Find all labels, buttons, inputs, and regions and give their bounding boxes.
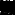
Text: er1
Ld: er1 Ld	[0, 0, 15, 15]
Bar	[2, 5, 4, 12]
Text: ER er1
(Col
Lder): ER er1 (Col Lder)	[0, 0, 15, 15]
Bar	[8, 5, 10, 12]
Bar	[6, 3, 8, 12]
Text: er
105
Col: er 105 Col	[0, 0, 15, 15]
Text: ER
Ld: ER Ld	[0, 0, 15, 15]
Bar	[4, 4, 6, 12]
Text: Stomatal conductance
Run 11- Dec 2001: Stomatal conductance Run 11- Dec 2001	[2, 2, 15, 15]
Bar	[10, 5, 12, 12]
Text: ER
Col: ER Col	[0, 0, 15, 15]
Text: Figure  1b: Figure 1b	[0, 0, 15, 15]
Text: er
106
Col: er 106 Col	[0, 0, 15, 15]
Bar	[13, 4, 14, 12]
